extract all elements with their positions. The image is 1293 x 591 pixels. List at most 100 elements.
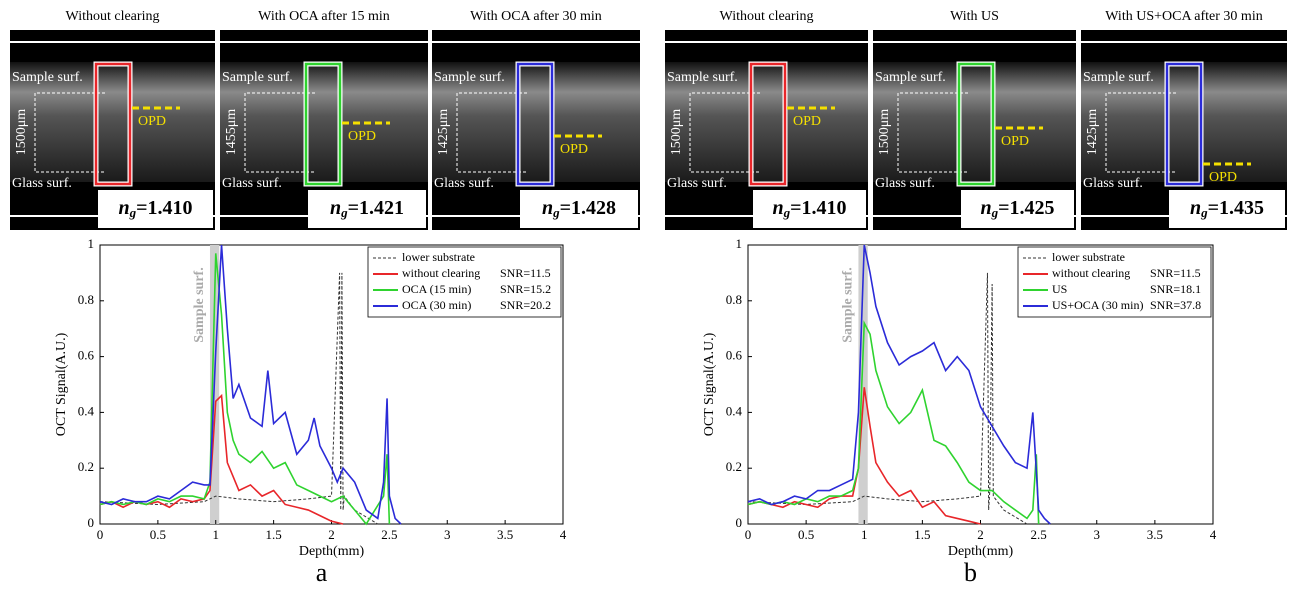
thickness-bracket xyxy=(456,92,527,173)
ng-box xyxy=(1169,190,1285,228)
x-tick-label: 0.5 xyxy=(150,527,166,542)
y-tick-label: 0.8 xyxy=(726,292,742,307)
x-tick-label: 3 xyxy=(1094,527,1101,542)
data-line xyxy=(99,272,379,525)
thickness-label: 1425μm xyxy=(1085,109,1100,156)
glass-surface-label: Glass surf. xyxy=(222,176,282,191)
x-tick-label: 4 xyxy=(1210,527,1217,542)
x-tick-label: 3.5 xyxy=(1147,527,1163,542)
thickness-label: 1425μm xyxy=(436,109,451,156)
opd-label: OPD xyxy=(793,114,821,129)
legend-label: lower substrate xyxy=(1052,250,1125,264)
y-tick-label: 0.4 xyxy=(726,403,743,418)
legend-label: US xyxy=(1052,282,1067,296)
y-tick-label: 0.2 xyxy=(726,459,742,474)
shaded-region-label: Sample surf. xyxy=(841,267,856,342)
legend-box xyxy=(1017,246,1212,318)
ng-value: =1.410 xyxy=(136,197,192,219)
panel-title: Without clearing xyxy=(720,9,814,24)
figure-label: a xyxy=(316,558,328,587)
x-tick-label: 2 xyxy=(977,527,984,542)
legend-label: OCA (30 min) xyxy=(402,298,471,312)
ng-subscript: g xyxy=(340,205,348,220)
x-tick-label: 1 xyxy=(861,527,868,542)
tissue-band xyxy=(220,62,428,182)
tissue-band xyxy=(1081,62,1287,182)
thickness-label: 1500μm xyxy=(14,109,29,156)
glass-surface-label: Glass surf. xyxy=(667,176,727,191)
roi-box xyxy=(957,62,995,186)
ng-symbol: n xyxy=(330,197,341,219)
x-tick-label: 0.5 xyxy=(798,527,814,542)
panel-title: Without clearing xyxy=(66,9,160,24)
sample-surface-label: Sample surf. xyxy=(222,70,293,85)
y-tick-label: 0.8 xyxy=(78,292,94,307)
shaded-region-label: Sample surf. xyxy=(192,267,207,342)
data-line xyxy=(747,272,1028,525)
data-line xyxy=(747,244,1051,525)
glass-surface-label: Glass surf. xyxy=(875,176,935,191)
legend-snr: SNR=37.8 xyxy=(1150,298,1201,312)
ng-symbol: n xyxy=(542,197,553,219)
ng-subscript: g xyxy=(783,205,791,220)
y-tick-label: 0 xyxy=(88,515,95,530)
ng-value: =1.421 xyxy=(348,197,404,219)
thickness-bracket xyxy=(1105,92,1176,173)
tissue-band xyxy=(10,62,215,182)
glass-surface-label: Glass surf. xyxy=(1083,176,1143,191)
legend-snr: SNR=20.2 xyxy=(500,298,551,312)
tissue-band xyxy=(665,62,868,182)
x-tick-label: 3.5 xyxy=(497,527,513,542)
legend-snr: SNR=11.5 xyxy=(500,266,551,280)
ng-label: ng=1.428 xyxy=(542,197,616,220)
thickness-label: 1500μm xyxy=(669,109,684,156)
sample-surface-label: Sample surf. xyxy=(434,70,505,85)
y-tick-label: 1 xyxy=(736,236,743,251)
x-axis-label: Depth(mm) xyxy=(299,544,365,559)
legend-label: lower substrate xyxy=(402,250,475,264)
ng-symbol: n xyxy=(118,197,129,219)
legend-label: US+OCA (30 min) xyxy=(1052,298,1143,312)
y-tick-label: 0.6 xyxy=(726,348,743,363)
ng-label: ng=1.435 xyxy=(1190,197,1264,220)
legend-snr: SNR=18.1 xyxy=(1150,282,1201,296)
ng-subscript: g xyxy=(552,205,560,220)
ng-symbol: n xyxy=(1190,197,1201,219)
x-tick-label: 3 xyxy=(444,527,451,542)
ng-symbol: n xyxy=(772,197,783,219)
legend-label: without clearing xyxy=(1052,266,1130,280)
x-axis-label: Depth(mm) xyxy=(948,544,1014,559)
thickness-bracket xyxy=(689,92,760,173)
legend-label: OCA (15 min) xyxy=(402,282,471,296)
figure-label: b xyxy=(964,558,977,587)
thickness-bracket xyxy=(244,92,315,173)
ng-value: =1.425 xyxy=(998,197,1054,219)
data-line xyxy=(99,244,402,525)
ng-symbol: n xyxy=(980,197,991,219)
legend-label: without clearing xyxy=(402,266,480,280)
y-tick-label: 0.6 xyxy=(78,348,95,363)
opd-label: OPD xyxy=(1001,134,1029,149)
opd-label: OPD xyxy=(138,114,166,129)
y-axis-label: OCT Signal(A.U.) xyxy=(702,332,717,436)
roi-box xyxy=(516,62,554,186)
ng-subscript: g xyxy=(129,205,137,220)
ng-subscript: g xyxy=(1200,205,1208,220)
ng-subscript: g xyxy=(991,205,999,220)
tissue-band xyxy=(432,62,640,182)
legend-snr: SNR=15.2 xyxy=(500,282,551,296)
y-axis-label: OCT Signal(A.U.) xyxy=(54,332,69,436)
opd-label: OPD xyxy=(348,129,376,144)
roi-box xyxy=(94,62,132,186)
ng-box xyxy=(520,190,638,228)
legend-snr: SNR=11.5 xyxy=(1150,266,1201,280)
y-tick-label: 0.2 xyxy=(78,459,94,474)
thickness-bracket xyxy=(897,92,968,173)
opd-label: OPD xyxy=(560,142,588,157)
sample-surface-label: Sample surf. xyxy=(1083,70,1154,85)
x-tick-label: 0 xyxy=(745,527,752,542)
ng-label: ng=1.410 xyxy=(772,197,846,220)
x-tick-label: 4 xyxy=(560,527,567,542)
roi-box xyxy=(1165,62,1203,186)
sample-surface-label: Sample surf. xyxy=(875,70,946,85)
